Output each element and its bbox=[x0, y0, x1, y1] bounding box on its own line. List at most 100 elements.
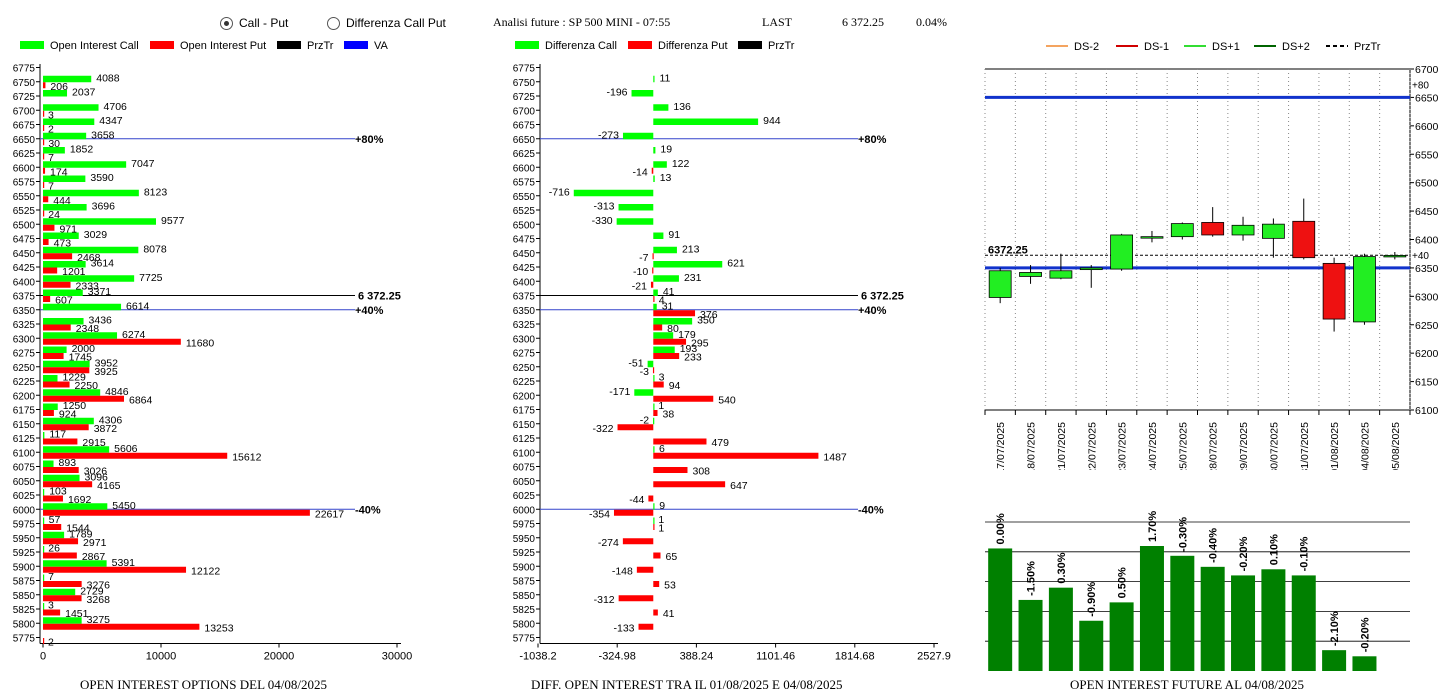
y-tick-label: 6600 bbox=[1415, 121, 1439, 133]
put-bar bbox=[43, 324, 71, 331]
y-tick-label: 6100 bbox=[513, 448, 536, 459]
y-tick-label: 6225 bbox=[13, 377, 36, 388]
call-value-label: 621 bbox=[727, 258, 745, 270]
call-value-label: 9 bbox=[659, 500, 665, 512]
y-tick-label: 5900 bbox=[13, 562, 36, 573]
radio-differenza[interactable]: Differenza Call Put bbox=[327, 16, 446, 30]
call-bar bbox=[43, 175, 86, 182]
y-tick-label: 6375 bbox=[13, 292, 36, 303]
put-bar bbox=[43, 167, 46, 174]
oi-bar-label: -0.30% bbox=[1177, 517, 1189, 552]
call-value-label: -716 bbox=[549, 186, 570, 198]
call-bar bbox=[43, 118, 95, 125]
y-tick-label: 6500 bbox=[13, 220, 36, 231]
legend-label-prztr: PrzTr bbox=[768, 40, 795, 52]
put-value-label: -322 bbox=[593, 423, 614, 435]
oi-bar bbox=[1231, 575, 1256, 671]
x-tick-label: 25/07/2025 bbox=[1177, 422, 1189, 470]
call-value-label: 4846 bbox=[105, 386, 129, 398]
y-tick-label: 6125 bbox=[13, 434, 36, 445]
put-value-label: 2348 bbox=[76, 323, 100, 335]
future-candlestick-chart: DS-2 DS-1 DS+1 DS+2 PrzTr 6100 6150 6200 6250 630… bbox=[984, 41, 1439, 470]
call-bar bbox=[618, 204, 654, 211]
footer-diff: DIFF. OPEN INTEREST TRA IL 01/08/2025 E … bbox=[531, 677, 843, 692]
y-tick-label: 5800 bbox=[13, 619, 36, 630]
put-bar bbox=[653, 438, 707, 445]
y-tick-label: 6250 bbox=[513, 363, 536, 374]
call-value-label: 11 bbox=[660, 72, 671, 84]
x-tick-label: 388.24 bbox=[680, 651, 714, 663]
y-tick-label: 6300 bbox=[13, 334, 36, 345]
radio-call-put[interactable]: Call - Put bbox=[220, 16, 288, 30]
call-value-label: 2729 bbox=[80, 585, 104, 597]
legend-label-open-interest-put: Open Interest Put bbox=[180, 40, 266, 52]
call-bar bbox=[43, 489, 45, 496]
candle-up bbox=[1383, 255, 1407, 258]
put-value-label: 7 bbox=[48, 152, 54, 164]
y-tick-label: 6750 bbox=[13, 78, 36, 89]
y-tick-label: 5925 bbox=[13, 548, 36, 559]
call-value-label: 103 bbox=[49, 486, 67, 498]
y-tick-label: 6050 bbox=[13, 477, 36, 488]
y-tick-label: 6425 bbox=[13, 263, 36, 274]
y-tick-label: 6375 bbox=[513, 292, 536, 303]
y-tick-label: 6700 bbox=[1415, 64, 1439, 76]
x-tick-label: 30000 bbox=[382, 651, 413, 663]
level-label: +40% bbox=[858, 305, 887, 317]
call-value-label: 31 bbox=[662, 300, 674, 312]
call-bar bbox=[631, 90, 654, 97]
call-bar bbox=[43, 303, 122, 311]
oi-bar bbox=[1079, 620, 1104, 671]
call-bar bbox=[43, 503, 108, 510]
call-bar bbox=[43, 346, 67, 353]
put-value-label: 3276 bbox=[87, 580, 111, 592]
call-value-label: -196 bbox=[607, 87, 628, 99]
call-bar bbox=[43, 517, 45, 524]
legend-label-va: VA bbox=[374, 40, 389, 52]
level-label: +80% bbox=[858, 134, 887, 146]
put-value-label: 3 bbox=[48, 109, 54, 121]
call-value-label: 944 bbox=[763, 115, 781, 127]
put-value-label: 13253 bbox=[204, 622, 233, 634]
y-tick-label: 6100 bbox=[1415, 405, 1439, 417]
put-bar bbox=[43, 125, 45, 131]
put-bar bbox=[43, 338, 181, 345]
y-tick-label: 6525 bbox=[513, 206, 536, 217]
put-value-label: 376 bbox=[700, 309, 718, 321]
x-tick-label: 17/07/2025 bbox=[995, 422, 1007, 470]
put-bar bbox=[43, 609, 61, 616]
put-bar bbox=[43, 395, 124, 402]
call-bar bbox=[43, 189, 139, 197]
put-bar bbox=[638, 623, 654, 630]
put-value-label: 2 bbox=[48, 637, 54, 649]
y-tick-label: 6675 bbox=[513, 121, 536, 132]
x-tick-label: 18/07/2025 bbox=[1026, 422, 1038, 470]
y-tick-label: 6100 bbox=[13, 448, 36, 459]
put-bar bbox=[43, 538, 79, 545]
put-value-label: 3872 bbox=[94, 423, 118, 435]
y-tick-label: 6400 bbox=[1415, 235, 1439, 247]
put-bar bbox=[653, 338, 687, 345]
put-value-label: 2971 bbox=[83, 537, 107, 549]
level-label: +80% bbox=[355, 134, 384, 146]
y-tick-label: 6300 bbox=[513, 334, 536, 345]
call-value-label: 3275 bbox=[87, 614, 111, 626]
put-bar bbox=[653, 353, 680, 359]
y-tick-label: 6250 bbox=[1415, 320, 1439, 332]
legend-swatch-differenza-call bbox=[515, 41, 539, 49]
y-tick-label: 6475 bbox=[13, 235, 36, 246]
put-bar bbox=[43, 353, 64, 359]
put-bar bbox=[652, 253, 654, 260]
call-bar bbox=[653, 289, 658, 296]
y-tick-label: 6025 bbox=[13, 491, 36, 502]
put-value-label: 65 bbox=[666, 551, 678, 563]
call-bar bbox=[653, 346, 675, 353]
call-value-label: 213 bbox=[682, 243, 700, 255]
candle-up bbox=[1170, 223, 1194, 238]
call-bar bbox=[573, 189, 654, 197]
y-tick-label: 6425 bbox=[513, 263, 536, 274]
x-tick-label: 30/07/2025 bbox=[1268, 422, 1280, 470]
call-value-label: 3 bbox=[659, 372, 665, 384]
y-tick-label: 5875 bbox=[13, 577, 36, 588]
call-value-label: 3029 bbox=[84, 229, 108, 241]
